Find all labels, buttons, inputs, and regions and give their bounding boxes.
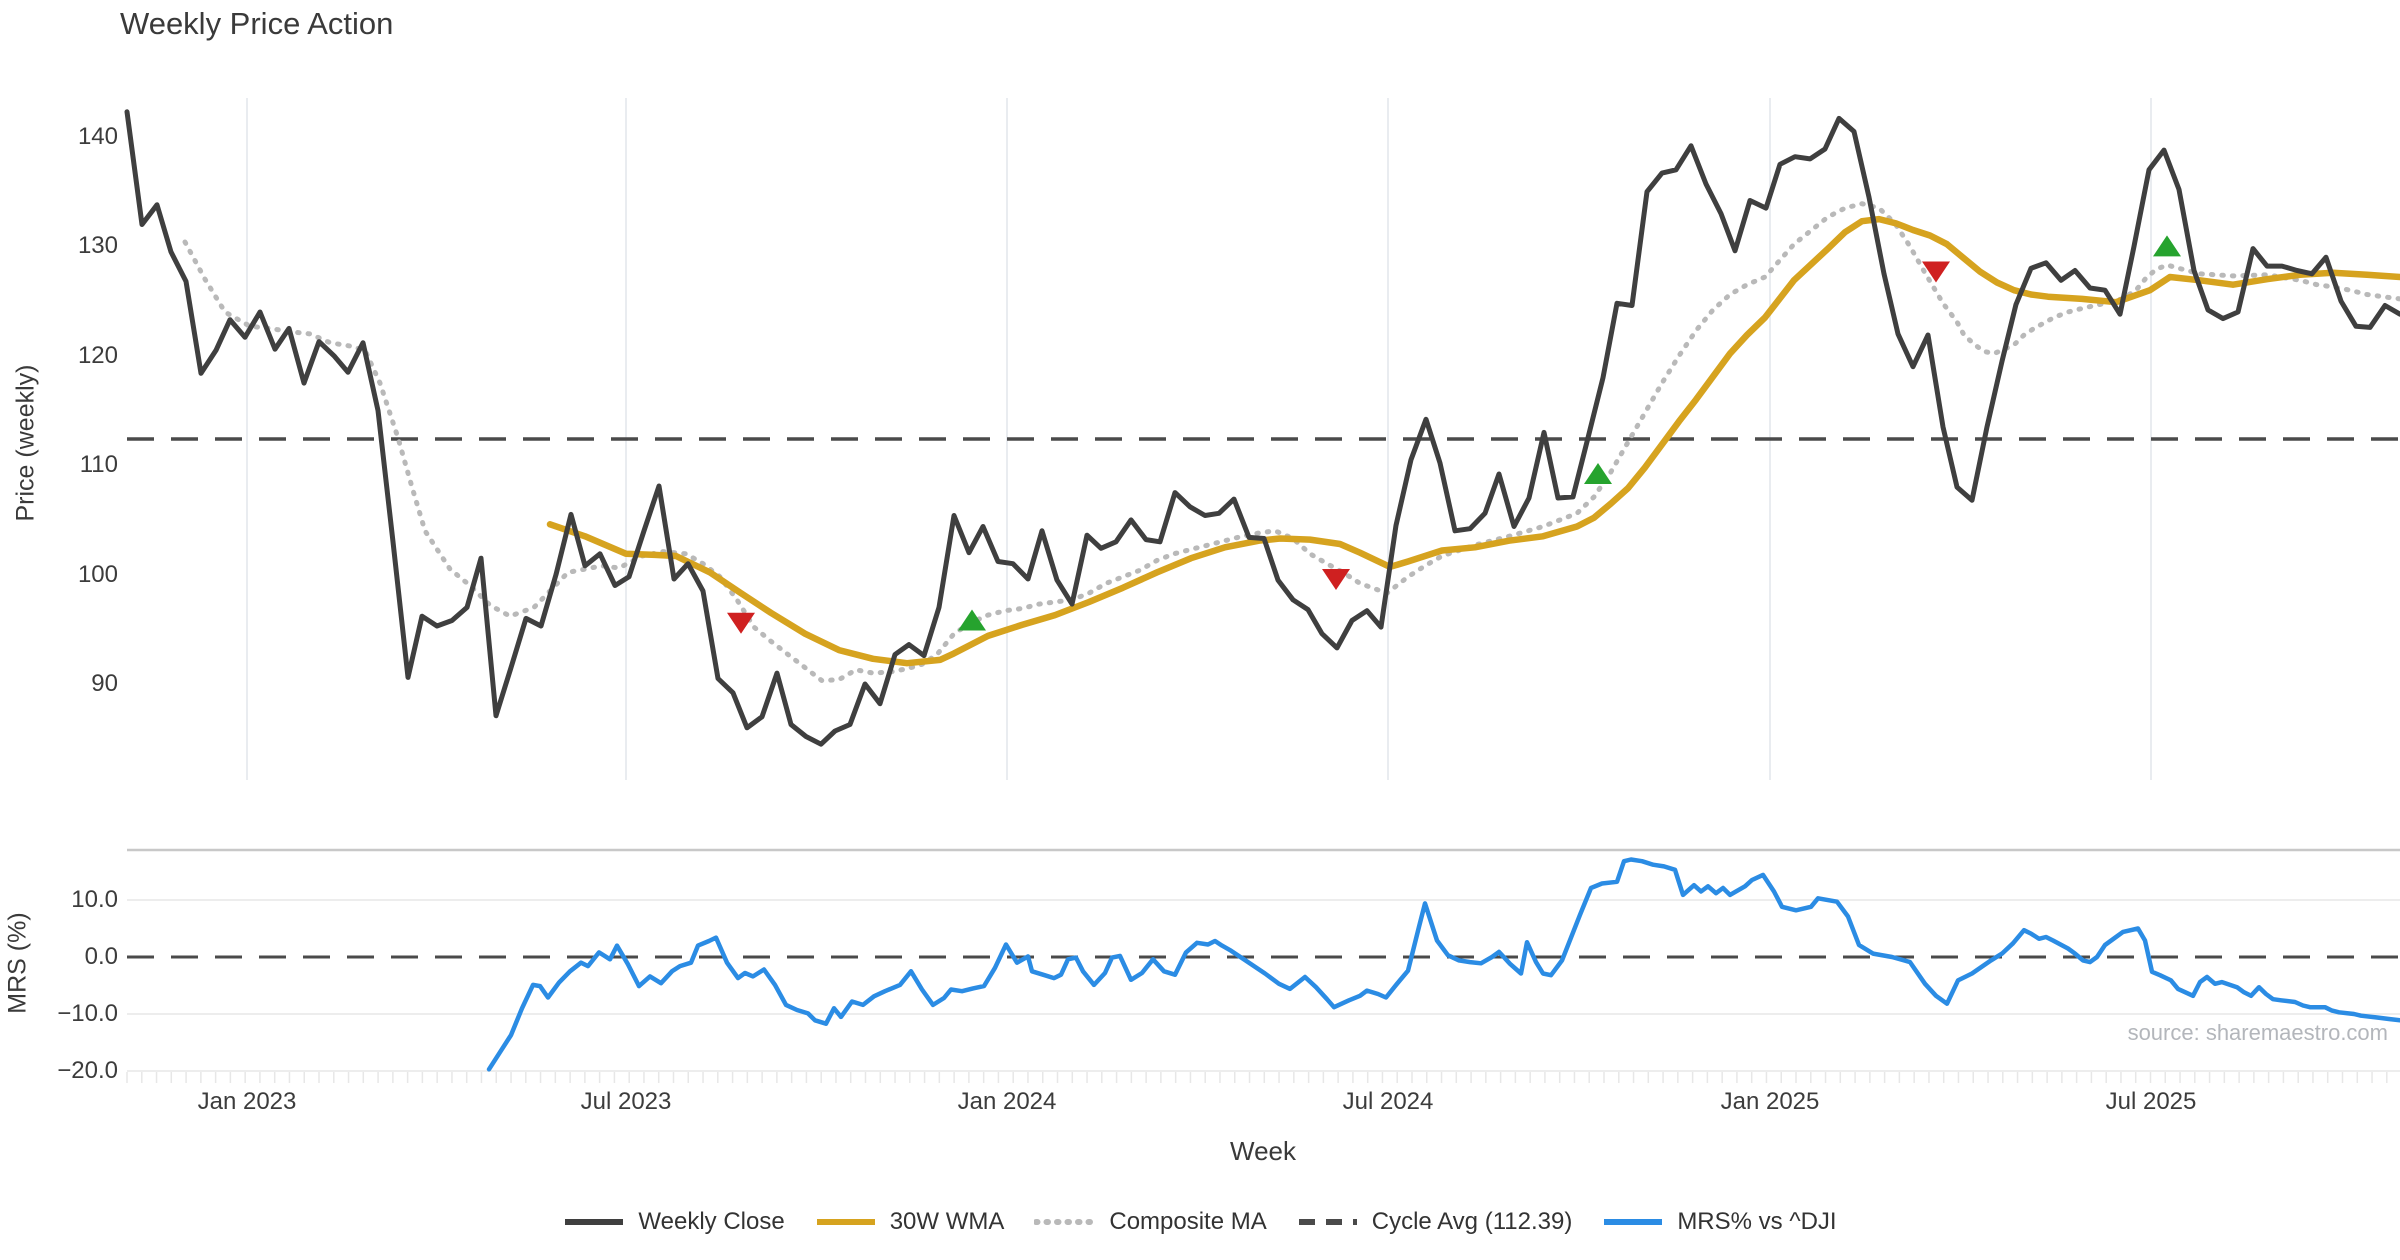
legend-item: Cycle Avg (112.39) bbox=[1297, 1208, 1573, 1236]
legend-item: MRS% vs ^DJI bbox=[1602, 1208, 1837, 1236]
buy-signal-marker bbox=[2153, 235, 2181, 257]
x-tick-label: Jul 2024 bbox=[1342, 1088, 1434, 1115]
sell-signal-marker bbox=[1322, 568, 1350, 590]
mrs-line bbox=[486, 857, 2400, 1072]
price-tick-label: 100 bbox=[77, 560, 118, 588]
legend-line-swatch bbox=[565, 1219, 624, 1225]
mrs-tick-label: −10.0 bbox=[57, 1000, 118, 1027]
price-tick-label: 130 bbox=[77, 232, 118, 260]
legend-item: Composite MA bbox=[1034, 1208, 1267, 1236]
legend-line-swatch bbox=[1034, 1219, 1097, 1225]
buy-signal-marker bbox=[1584, 462, 1612, 484]
legend-label: MRS% vs ^DJI bbox=[1677, 1208, 1837, 1235]
x-axis-label: Week bbox=[1230, 1136, 1296, 1166]
x-tick-label: Jan 2023 bbox=[197, 1088, 297, 1115]
x-tick-label: Jul 2025 bbox=[2105, 1088, 2197, 1115]
legend-item: Weekly Close bbox=[563, 1208, 785, 1236]
weekly-close-line bbox=[124, 109, 2400, 747]
source-attribution: source: sharemaestro.com bbox=[2127, 1020, 2388, 1045]
legend-label: Cycle Avg (112.39) bbox=[1371, 1208, 1573, 1235]
x-tick-label: Jan 2025 bbox=[1720, 1088, 1820, 1115]
mrs-tick-label: 0.0 bbox=[84, 943, 118, 970]
price-tick-label: 110 bbox=[79, 451, 118, 479]
price-tick-label: 90 bbox=[91, 670, 118, 697]
chart-legend: Weekly Close 30W WMA Composite MA Cycle Avg… bbox=[0, 1208, 2400, 1236]
price-tick-label: 120 bbox=[77, 341, 118, 369]
mrs-tick-label: −20.0 bbox=[57, 1057, 118, 1084]
price-tick-label: 140 bbox=[77, 123, 118, 150]
legend-label: Weekly Close bbox=[638, 1208, 785, 1235]
sell-signal-marker bbox=[1922, 261, 1950, 283]
x-tick-label: Jul 2023 bbox=[580, 1088, 672, 1115]
mrs-tick-label: 10.0 bbox=[71, 886, 118, 913]
x-tick-label: Jan 2024 bbox=[957, 1088, 1057, 1115]
legend-label: 30W WMA bbox=[889, 1208, 1005, 1235]
legend-line-swatch bbox=[1298, 1219, 1357, 1225]
sell-signal-marker bbox=[727, 612, 755, 634]
legend-line-swatch bbox=[1604, 1219, 1663, 1225]
buy-signal-marker bbox=[958, 609, 986, 631]
chart-title: Weekly Price Action bbox=[120, 6, 394, 41]
legend-item: 30W WMA bbox=[815, 1208, 1005, 1236]
legend-line-swatch bbox=[816, 1219, 875, 1225]
wma-30w-line bbox=[546, 215, 2400, 667]
legend-label: Composite MA bbox=[1109, 1208, 1267, 1235]
price-axis-label: Price (weekly) bbox=[11, 364, 40, 522]
composite-ma-line bbox=[182, 201, 2400, 684]
